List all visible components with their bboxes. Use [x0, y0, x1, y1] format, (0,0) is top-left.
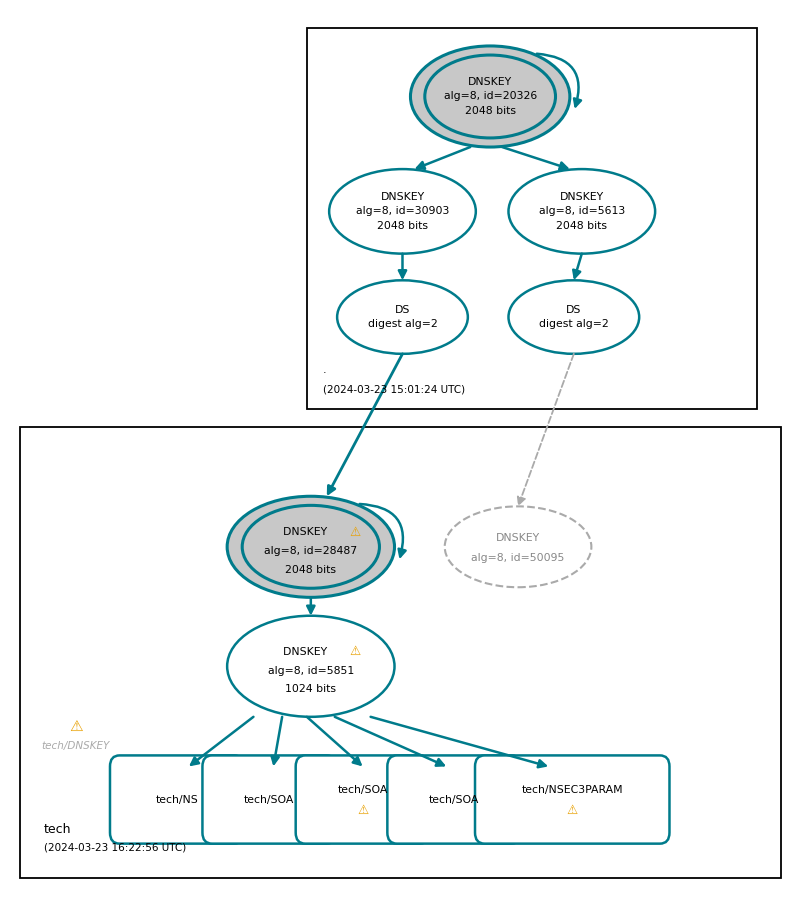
Ellipse shape — [227, 616, 395, 717]
Text: tech/NSEC3PARAM: tech/NSEC3PARAM — [521, 786, 623, 795]
Text: DNSKEY: DNSKEY — [283, 528, 331, 537]
Text: alg=8, id=5851: alg=8, id=5851 — [268, 666, 354, 675]
Ellipse shape — [337, 280, 468, 354]
Ellipse shape — [410, 46, 570, 147]
Text: ⚠: ⚠ — [567, 804, 578, 817]
FancyBboxPatch shape — [387, 755, 521, 844]
Text: ⚠: ⚠ — [69, 719, 83, 733]
FancyArrowPatch shape — [359, 504, 406, 557]
FancyBboxPatch shape — [475, 755, 669, 844]
Text: DS
digest alg=2: DS digest alg=2 — [367, 305, 438, 329]
Text: alg=8, id=28487: alg=8, id=28487 — [265, 547, 357, 556]
Text: DNSKEY: DNSKEY — [283, 647, 331, 656]
Ellipse shape — [508, 169, 655, 254]
Text: DNSKEY
alg=8, id=20326
2048 bits: DNSKEY alg=8, id=20326 2048 bits — [443, 77, 537, 116]
Text: tech/SOA: tech/SOA — [337, 786, 388, 795]
Text: ⚠: ⚠ — [349, 526, 360, 539]
Text: alg=8, id=50095: alg=8, id=50095 — [471, 553, 565, 562]
Text: .: . — [323, 365, 327, 375]
Text: 1024 bits: 1024 bits — [285, 685, 336, 694]
Text: DS
digest alg=2: DS digest alg=2 — [539, 305, 609, 329]
Ellipse shape — [227, 496, 395, 597]
FancyArrowPatch shape — [536, 53, 581, 107]
Text: DNSKEY: DNSKEY — [496, 533, 540, 542]
FancyBboxPatch shape — [202, 755, 336, 844]
FancyBboxPatch shape — [296, 755, 430, 844]
Text: tech/SOA: tech/SOA — [244, 795, 295, 804]
Text: tech/DNSKEY: tech/DNSKEY — [41, 742, 110, 751]
Ellipse shape — [445, 506, 591, 587]
Text: tech: tech — [44, 823, 72, 836]
Ellipse shape — [329, 169, 476, 254]
Text: DNSKEY
alg=8, id=5613
2048 bits: DNSKEY alg=8, id=5613 2048 bits — [539, 192, 625, 231]
FancyBboxPatch shape — [110, 755, 244, 844]
Text: DNSKEY
alg=8, id=30903
2048 bits: DNSKEY alg=8, id=30903 2048 bits — [355, 192, 450, 231]
Text: ⚠: ⚠ — [349, 645, 360, 658]
Text: (2024-03-23 15:01:24 UTC): (2024-03-23 15:01:24 UTC) — [323, 384, 465, 394]
Bar — [307, 28, 757, 409]
Text: 2048 bits: 2048 bits — [285, 565, 336, 574]
Text: ⚠: ⚠ — [357, 804, 368, 817]
Text: tech/NS: tech/NS — [155, 795, 198, 804]
Bar — [20, 427, 781, 878]
Text: (2024-03-23 16:22:56 UTC): (2024-03-23 16:22:56 UTC) — [44, 843, 186, 853]
Text: tech/SOA: tech/SOA — [429, 795, 480, 804]
Ellipse shape — [508, 280, 639, 354]
